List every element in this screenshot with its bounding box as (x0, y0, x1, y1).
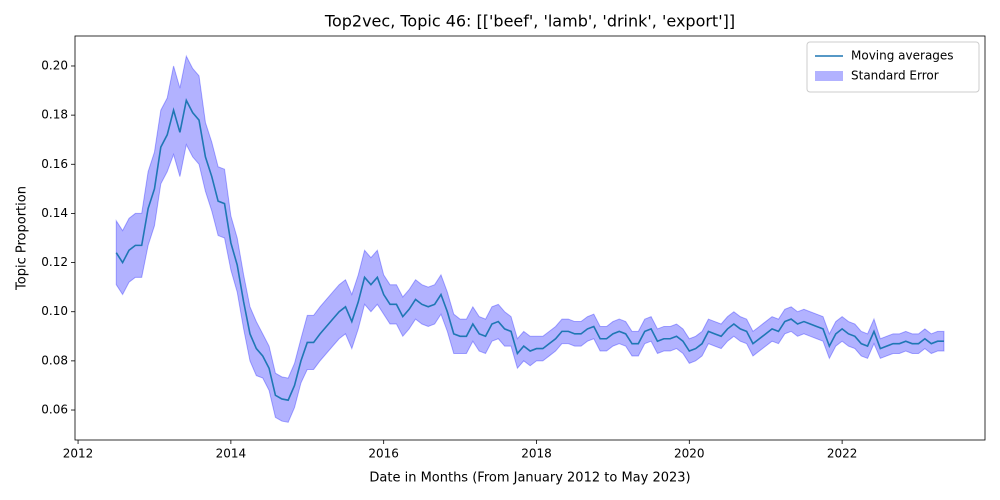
x-tick-label: 2014 (216, 447, 247, 461)
line (115, 97, 944, 402)
chart-title: Top2vec, Topic 46: [['beef', 'lamb', 'dr… (324, 12, 735, 31)
y-tick-label: 0.06 (41, 403, 68, 417)
legend-box (806, 41, 980, 93)
x-tick-label: 2012 (63, 447, 94, 461)
plot-frame (74, 35, 986, 441)
y-tick-label: 0.18 (41, 108, 68, 122)
y-tick-label: 0.16 (41, 157, 68, 171)
legend-label: Standard Error (851, 69, 939, 83)
x-tick-label: 2018 (521, 447, 552, 461)
error-band (115, 54, 945, 423)
legend-swatch (815, 71, 843, 81)
y-tick-label: 0.20 (41, 58, 68, 72)
legend-label: Moving averages (851, 49, 954, 63)
y-axis-label: Topic Proportion (15, 186, 30, 291)
x-tick-label: 2020 (674, 447, 705, 461)
y-tick-label: 0.12 (41, 255, 68, 269)
y-tick-label: 0.08 (41, 353, 68, 367)
x-axis-label: Date in Months (From January 2012 to May… (369, 471, 690, 486)
x-tick-label: 2016 (368, 447, 399, 461)
x-tick-label: 2022 (827, 447, 858, 461)
y-tick-label: 0.10 (41, 304, 68, 318)
y-tick-label: 0.14 (41, 206, 68, 220)
